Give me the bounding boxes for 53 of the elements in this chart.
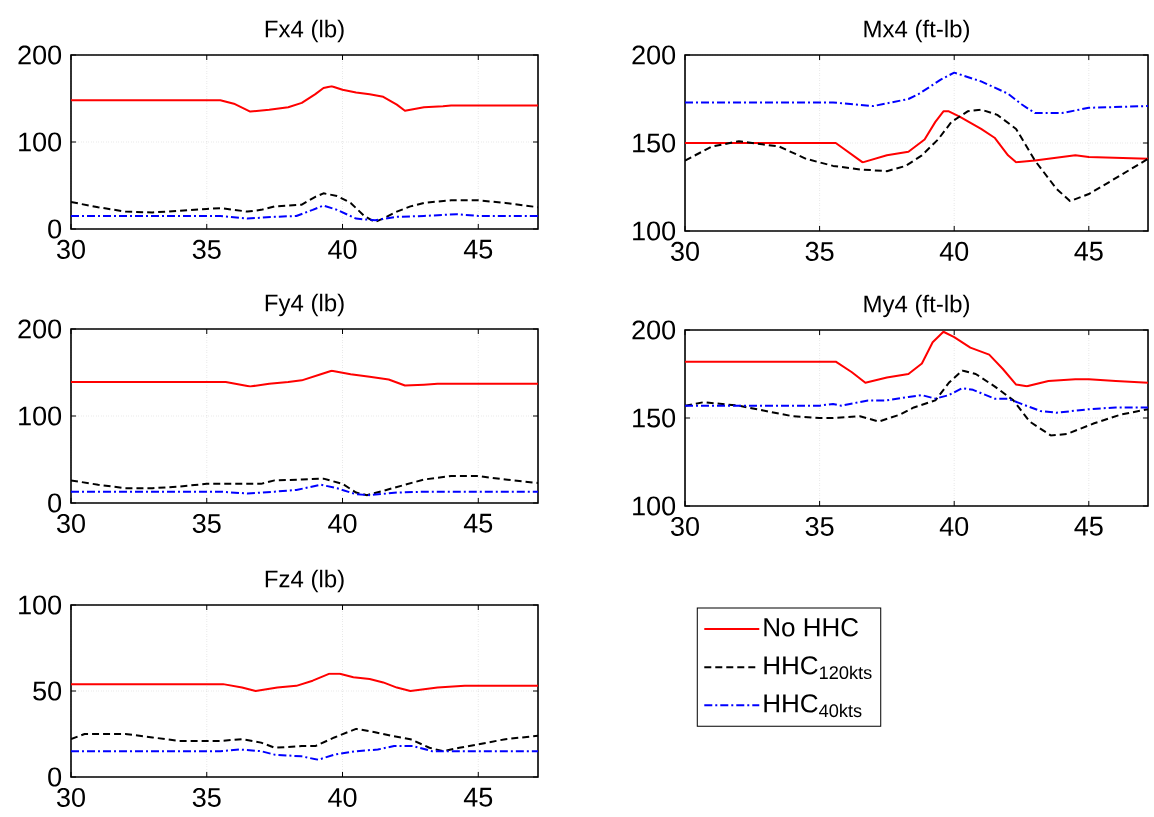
line-series: [71, 745, 538, 761]
line-series: [685, 110, 1149, 164]
legend-label: No HHC: [764, 618, 859, 637]
x-tick-label: 40: [328, 787, 357, 807]
y-tick-label: 200: [18, 45, 62, 65]
x-tick-label: 40: [328, 513, 357, 533]
legend-label: HHC$_{40kts}$: [764, 694, 862, 718]
y-tick-label: 150: [633, 133, 676, 153]
y-tick-label: 100: [19, 132, 62, 152]
x-tick-label: 30: [671, 241, 699, 261]
x-tick-label: 40: [328, 239, 357, 259]
x-tick-label: 45: [1074, 241, 1103, 261]
x-tick-label: 40: [939, 516, 969, 536]
y-tick-label: 100: [19, 595, 62, 615]
x-tick-label: 35: [192, 239, 221, 259]
x-tick-label: 45: [463, 239, 493, 259]
x-tick-label: 35: [192, 513, 221, 533]
y-tick-label: 100: [19, 406, 62, 426]
line-series: [71, 672, 538, 693]
line-series: [71, 85, 538, 113]
chart-title: Mx4 (ft-lb): [864, 19, 969, 43]
x-tick-label: 45: [463, 787, 493, 807]
chart-title: Fz4 (lb): [265, 569, 344, 593]
y-tick-label: 200: [632, 45, 676, 65]
chart-title: My4 (ft-lb): [864, 294, 969, 318]
y-tick-label: 200: [632, 320, 676, 340]
x-tick-label: 45: [463, 513, 493, 533]
y-tick-label: 150: [633, 408, 676, 428]
x-tick-label: 35: [192, 787, 221, 807]
line-series: [685, 330, 1149, 388]
x-tick-label: 35: [805, 241, 834, 261]
y-tick-label: 0: [48, 767, 62, 787]
y-tick-label: 0: [48, 219, 62, 239]
x-tick-label: 30: [57, 239, 85, 259]
line-series: [685, 71, 1149, 115]
x-tick-label: 45: [1074, 516, 1103, 536]
x-tick-label: 40: [939, 241, 969, 261]
x-tick-label: 30: [57, 513, 85, 533]
y-tick-label: 100: [633, 496, 676, 516]
x-tick-label: 30: [671, 516, 699, 536]
x-tick-label: 35: [805, 516, 834, 536]
y-tick-label: 200: [18, 319, 62, 339]
y-tick-label: 0: [48, 493, 62, 513]
x-tick-label: 30: [57, 787, 85, 807]
chart-title: Fx4 (lb): [265, 19, 344, 43]
line-series: [685, 387, 1149, 414]
line-series: [71, 204, 538, 222]
legend-label: HHC$_{120kts}$: [764, 656, 872, 680]
line-series: [71, 483, 538, 497]
chart-title: Fy4 (lb): [265, 293, 344, 317]
line-series: [71, 369, 538, 388]
y-tick-label: 50: [33, 681, 62, 701]
y-tick-label: 100: [633, 221, 676, 241]
